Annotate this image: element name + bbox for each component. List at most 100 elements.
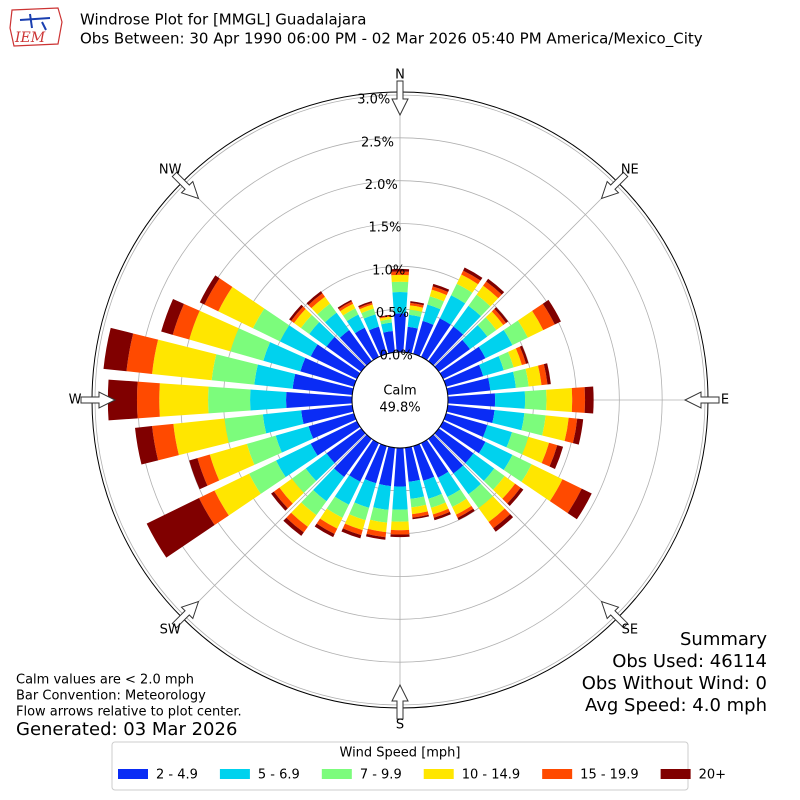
bar-segment [367,519,388,533]
bar-segment [443,364,484,387]
bar-segment [159,383,209,417]
bar-segment [451,283,473,304]
bar-segment [432,508,450,518]
bar-segment [199,275,220,305]
bar-segment [522,436,550,464]
bar-segment [325,312,350,338]
chart-subtitle: Obs Between: 30 Apr 1990 06:00 PM - 02 M… [80,30,703,49]
bar-segment [488,508,511,529]
flow-arrow [171,171,200,200]
bar-segment [189,310,239,352]
bar-segment [246,435,282,465]
bar-segment [408,309,422,317]
spoke [184,184,367,367]
bar-segment [491,308,507,325]
bar-segment [366,528,387,538]
bar-segment [333,434,372,477]
bar-segment [252,308,290,342]
legend-label: 2 - 4.9 [156,768,198,783]
compass-label: S [396,718,404,733]
bar-segment [432,283,450,292]
bar-segment [393,447,407,487]
bar-segment [494,307,509,323]
calm-label: Calm [383,384,416,399]
spoke [433,184,616,367]
bar-segment [483,468,505,490]
bar-segment [494,391,526,409]
bar-segment [161,298,184,335]
bar-segment [391,509,409,522]
bar-segment [405,446,420,482]
bar-segment [279,478,304,504]
bar-segment [564,417,578,444]
bar-segment [452,498,472,515]
bar-segment [508,348,522,368]
bar-segment [513,368,529,388]
bar-segment [517,310,544,338]
bar-segment [453,465,481,495]
bar-segment [493,476,516,499]
flow-arrow-shape [600,600,629,629]
calm-value: 49.8% [379,401,420,416]
bar-segment [283,517,304,536]
bar-segment [409,302,424,308]
bar-segment [392,486,408,510]
bar-segment [310,421,361,456]
legend-swatch [321,769,352,779]
bar-segment [392,292,408,314]
legend: 2 - 4.9 5 - 6.9 7 - 9.9 10 - 14.9 15 - 19.9 2… [118,768,726,783]
bar-segment [482,425,513,448]
bar-segment [567,488,592,520]
summary-line: Obs Without Wind: 0 [582,673,767,694]
bar-segment [313,468,345,502]
bar-segment [358,302,373,310]
bar-segment [434,428,474,464]
bar-segment [521,413,546,436]
bar-segment [390,534,410,538]
bar-segment [172,303,200,340]
chart-title: Windrose Plot for [MMGL] Guadalajara [80,11,366,29]
compass-label: N [395,68,405,83]
bar-segment [422,304,441,325]
bar-segment [390,521,410,531]
bar-segment [461,270,481,285]
bar-segment [230,328,271,361]
bar-segment [478,330,513,359]
legend-label: 10 - 14.9 [462,768,520,783]
bar-segment [346,314,365,334]
bar-segment [349,502,370,521]
bar-segment [249,460,286,494]
bar-segment [447,393,496,407]
bar-segment [503,454,532,482]
bar-segment [479,356,504,377]
bar-segment [189,458,208,490]
plot: 0.0% 0.5% 1.0% 1.5% 2.0% 2.5% 3.0% N NE E SE S SW W NW [69,68,730,733]
bar-segment [507,487,524,506]
bar-segment [368,326,387,357]
flow-arrow [391,683,409,720]
bar-segment [379,446,395,487]
bar-segment [152,423,179,461]
bar-segment [571,387,586,413]
bar-segment [342,308,359,322]
bar-segment [430,502,449,515]
bar-segment [344,514,366,531]
bar-segment [359,304,374,314]
bar-segment [410,301,425,306]
r-tick-label: 0.0% [380,349,413,364]
bar-segment [211,354,258,385]
flow-arrow-shape [171,600,200,629]
bar-segment [439,346,486,379]
bar-segment [391,281,409,293]
bar-segment [354,327,379,361]
bar-segment [478,496,505,522]
summary-line: Avg Speed: 4.0 mph [585,695,767,716]
legend-label: 15 - 19.9 [580,768,638,783]
logo-text: IEM [14,30,46,46]
bar-segment [311,296,330,315]
legend-label: 7 - 9.9 [360,768,402,783]
bar-segment [463,267,483,281]
bar-segment [107,379,138,421]
